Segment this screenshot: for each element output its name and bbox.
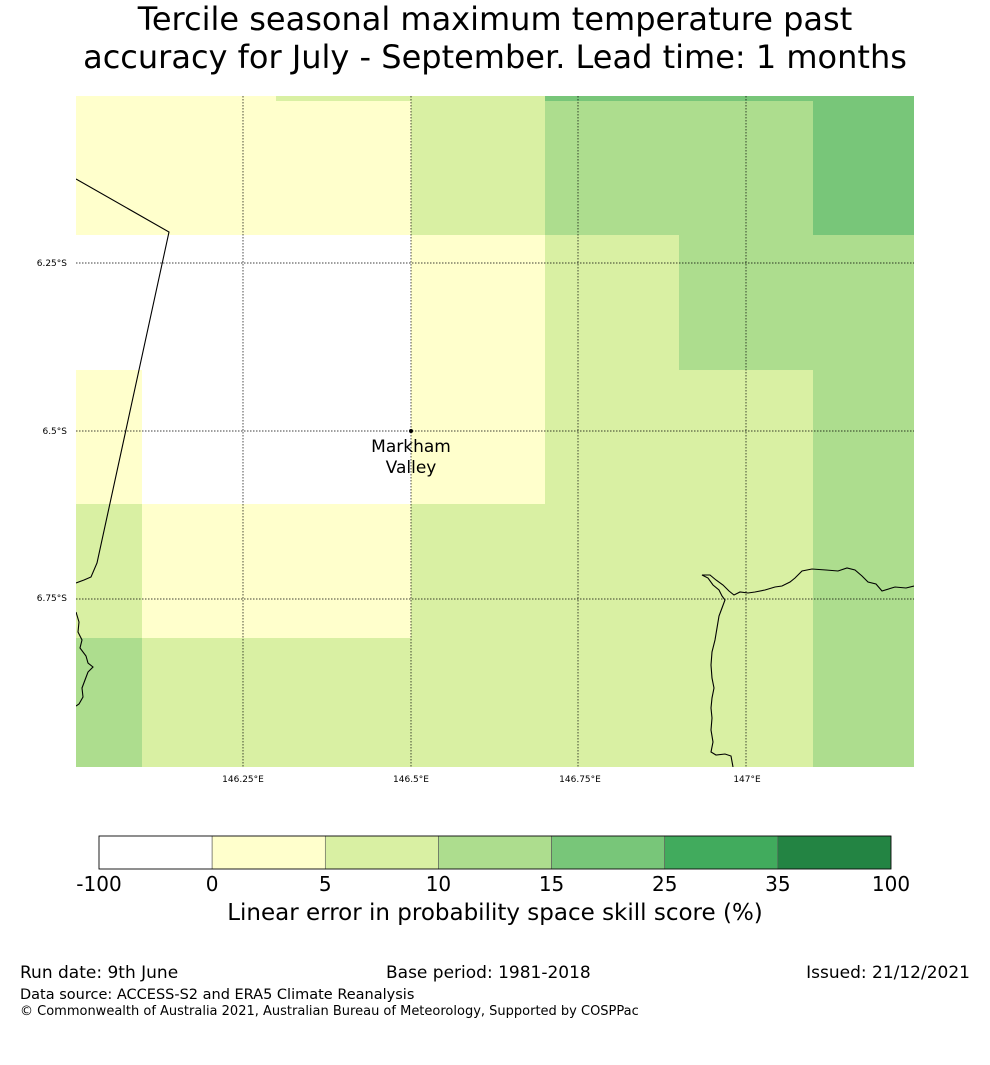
copyright: © Commonwealth of Australia 2021, Austra… [20, 1004, 639, 1019]
grid-cell [142, 504, 411, 638]
colorbar [98, 835, 892, 870]
lon-label: 146.25°E [222, 775, 264, 785]
grid-cell [76, 235, 411, 370]
map-title: Tercile seasonal maximum temperature pas… [0, 0, 990, 76]
colorbar-tick-label: -100 [76, 872, 122, 896]
colorbar-tick-label: 10 [425, 872, 452, 896]
colorbar-tick-label: 25 [651, 872, 678, 896]
grid-cell [411, 235, 545, 504]
data-source: Data source: ACCESS-S2 and ERA5 Climate … [20, 987, 415, 1003]
lon-label: 147°E [733, 775, 761, 785]
border-line [76, 178, 170, 584]
colorbar-tick-label: 100 [871, 872, 911, 896]
place-label-line-2: Valley [386, 458, 437, 478]
lon-label: 146.5°E [393, 775, 429, 785]
grid-cell [813, 235, 914, 767]
grid-cell [813, 101, 914, 235]
colorbar-bin [211, 835, 326, 870]
colorbar-bin [551, 835, 666, 870]
graticule [76, 96, 914, 767]
colorbar-tick-label: 0 [205, 872, 219, 896]
grid-cell [76, 96, 276, 235]
coastline-west [76, 611, 94, 707]
grid-cell [276, 96, 545, 101]
run-date: Run date: 9th June [20, 963, 179, 983]
grid-cell [276, 101, 411, 235]
lat-label: 6.75°S [37, 594, 68, 604]
title-line-2: accuracy for July - September. Lead time… [83, 38, 907, 76]
grid-cell [545, 101, 813, 235]
place-label-line-1: Markham [371, 437, 451, 457]
lat-label: 6.25°S [37, 259, 68, 269]
colorbar-bin [98, 835, 213, 870]
base-period: Base period: 1981-2018 [386, 963, 591, 983]
colorbar-tick-label: 15 [538, 872, 565, 896]
issued-date: Issued: 21/12/2021 [806, 963, 970, 983]
colorbar-label: Linear error in probability space skill … [227, 900, 763, 926]
skill-grid [76, 96, 914, 767]
grid-cell [411, 101, 545, 235]
colorbar-bin [324, 835, 439, 870]
colorbar-tick-label: 5 [318, 872, 332, 896]
grid-cell [679, 235, 813, 370]
location-marker [409, 429, 413, 433]
grid-cell [76, 370, 142, 504]
title-line-1: Tercile seasonal maximum temperature pas… [137, 0, 853, 38]
colorbar-bin [438, 835, 552, 870]
lon-label: 146.75°E [559, 775, 601, 785]
grid-cell [545, 96, 914, 101]
grid-cell [142, 370, 411, 504]
lat-label: 6.5°S [42, 427, 67, 437]
colorbar-bin [664, 835, 779, 870]
colorbar-tick-label: 35 [765, 872, 791, 896]
colorbar-frame [98, 835, 892, 870]
colorbar-bin [777, 835, 892, 870]
coastline-east [701, 567, 914, 767]
